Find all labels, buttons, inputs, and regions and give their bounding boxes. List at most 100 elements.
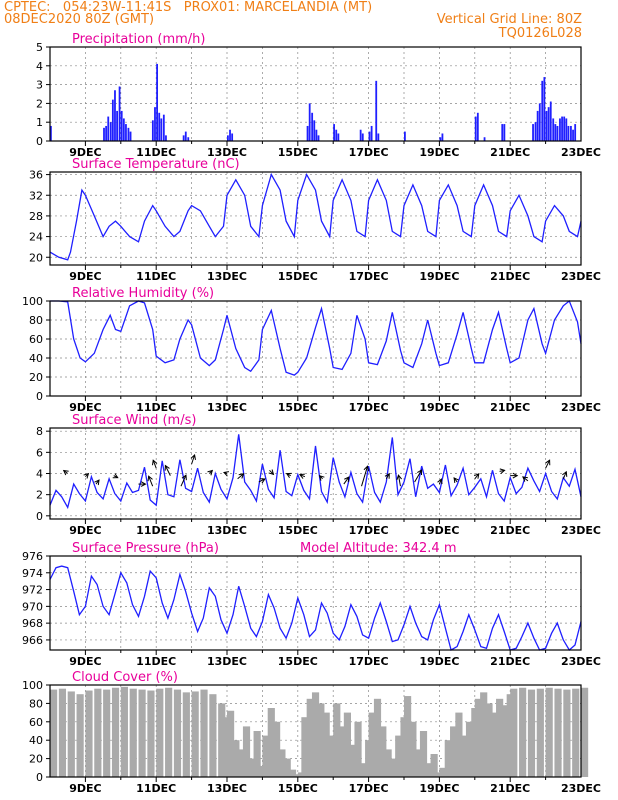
cloud-cover-bar: [490, 712, 498, 777]
wind-vector-arrow: [237, 473, 244, 480]
x-tick-label: 11DEC: [136, 655, 176, 668]
panel-title: Precipitation (mm/h): [72, 32, 205, 47]
wind-vector-arrowhead: [363, 465, 370, 472]
precip-bar: [229, 129, 231, 141]
cloud-cover-bar: [384, 749, 392, 777]
panel-title: Surface Pressure (hPa): [72, 541, 219, 556]
cloud-cover-bar: [485, 703, 493, 777]
cloud-cover-bar: [519, 687, 527, 777]
cloud-cover-bar: [278, 749, 286, 777]
precip-bar: [370, 125, 373, 141]
cloud-cover-bar: [283, 758, 291, 777]
cloud-cover-bar: [373, 698, 382, 777]
panel-frame: [49, 684, 582, 778]
wind-vector-arrowhead: [298, 473, 305, 479]
cloud-cover-bar: [480, 692, 488, 777]
precip-bar: [231, 133, 234, 141]
wind-vector-arrowhead: [62, 469, 69, 476]
x-tick-label: 9DEC: [69, 401, 101, 414]
y-tick-label: 1: [36, 116, 43, 129]
wind-vector-arrowhead: [83, 472, 90, 479]
wind-vector-arrowhead: [285, 472, 292, 479]
x-tick-label: 9DEC: [69, 524, 101, 537]
y-tick-label: 32: [29, 189, 43, 202]
wind-vector-arrow: [152, 460, 157, 469]
series-line: [50, 299, 582, 376]
x-tick-label: 11DEC: [136, 146, 176, 159]
y-tick-label: 5: [36, 41, 43, 54]
y-tick-label: 966: [22, 634, 43, 647]
precip-bar: [549, 101, 552, 141]
panel-title: Relative Humidity (%): [72, 286, 214, 301]
wind-vector-arrowhead: [112, 473, 119, 479]
precip-bar: [439, 137, 442, 141]
y-tick-label: 40: [29, 734, 43, 747]
cloud-cover-bar: [425, 763, 433, 777]
precip-bar: [552, 118, 555, 141]
y-tick-label: 974: [22, 567, 43, 580]
y-tick-label: 4: [36, 60, 43, 73]
wind-vector-arrowhead: [181, 474, 187, 481]
precip-bar: [359, 129, 362, 141]
y-tick-label: 8: [36, 425, 43, 438]
wind-vector-arrowhead: [545, 459, 551, 466]
y-tick-label: 40: [29, 352, 43, 365]
precip-bar: [122, 118, 125, 141]
x-tick-label: 11DEC: [136, 401, 176, 414]
wind-vector-arrow: [180, 474, 187, 487]
model-altitude-label: Model Altitude: 342.4 m: [300, 541, 457, 556]
precip-bar: [532, 124, 534, 141]
panel-title: Surface Wind (m/s): [72, 413, 196, 428]
y-tick-label: 4: [36, 468, 43, 481]
cloud-cover-bar: [85, 690, 93, 777]
series-line: [49, 565, 582, 652]
panel-2: Surface Temperature (nC) 20 24 28 32 36 9DEC 11…: [29, 157, 601, 283]
precip-bar: [441, 133, 444, 141]
y-tick-label: 6: [36, 446, 43, 459]
cloud-cover-bar: [317, 703, 325, 777]
y-tick-label: 100: [22, 295, 43, 308]
cloud-cover-bar: [94, 688, 102, 777]
precip-bar: [563, 116, 566, 141]
cloud-cover-bar: [165, 687, 173, 777]
x-tick-label: 19DEC: [419, 146, 459, 159]
precip-bar: [567, 125, 570, 141]
y-tick-label: 968: [22, 617, 43, 630]
y-tick-label: 28: [29, 210, 43, 223]
cloud-cover-bar: [273, 721, 281, 777]
cloud-cover-bar: [409, 721, 417, 777]
precip-bar: [184, 131, 187, 141]
cloud-cover-bar: [536, 688, 544, 777]
precip-bar: [483, 137, 486, 141]
wind-vector-arrowhead: [268, 469, 275, 476]
y-tick-label: 20: [29, 753, 43, 766]
precip-bar: [165, 135, 167, 141]
wind-vector-arrow: [474, 473, 480, 480]
y-tick-label: 970: [22, 600, 43, 613]
x-tick-label: 9DEC: [69, 655, 101, 668]
cloud-cover-bar: [439, 767, 447, 777]
cloud-cover-bar: [248, 758, 256, 777]
cloud-cover-bar: [496, 698, 504, 777]
cloud-cover-bar: [354, 721, 362, 777]
x-tick-label: 19DEC: [419, 655, 459, 668]
wind-vector-arrowhead: [140, 481, 147, 487]
x-tick-label: 17DEC: [349, 655, 389, 668]
precip-bar: [162, 114, 165, 141]
precip-bar: [543, 77, 546, 141]
cloud-cover-bar: [173, 689, 182, 777]
precip-bar: [538, 103, 541, 141]
cloud-cover-bar: [58, 688, 67, 777]
wind-vector-arrow: [258, 478, 266, 483]
cloud-cover-bar: [120, 686, 128, 777]
cloud-cover-bar: [379, 726, 387, 777]
x-tick-label: 15DEC: [278, 270, 318, 283]
wind-vector-arrowhead: [473, 472, 480, 479]
cloud-cover-bar: [232, 740, 240, 777]
y-tick-label: 20: [29, 371, 43, 384]
precip-bar: [501, 124, 504, 141]
x-tick-label: 15DEC: [278, 782, 318, 795]
model-code: TQ0126L028: [498, 26, 582, 41]
wind-vector-arrowhead: [512, 472, 519, 479]
precip-bar: [536, 110, 539, 141]
